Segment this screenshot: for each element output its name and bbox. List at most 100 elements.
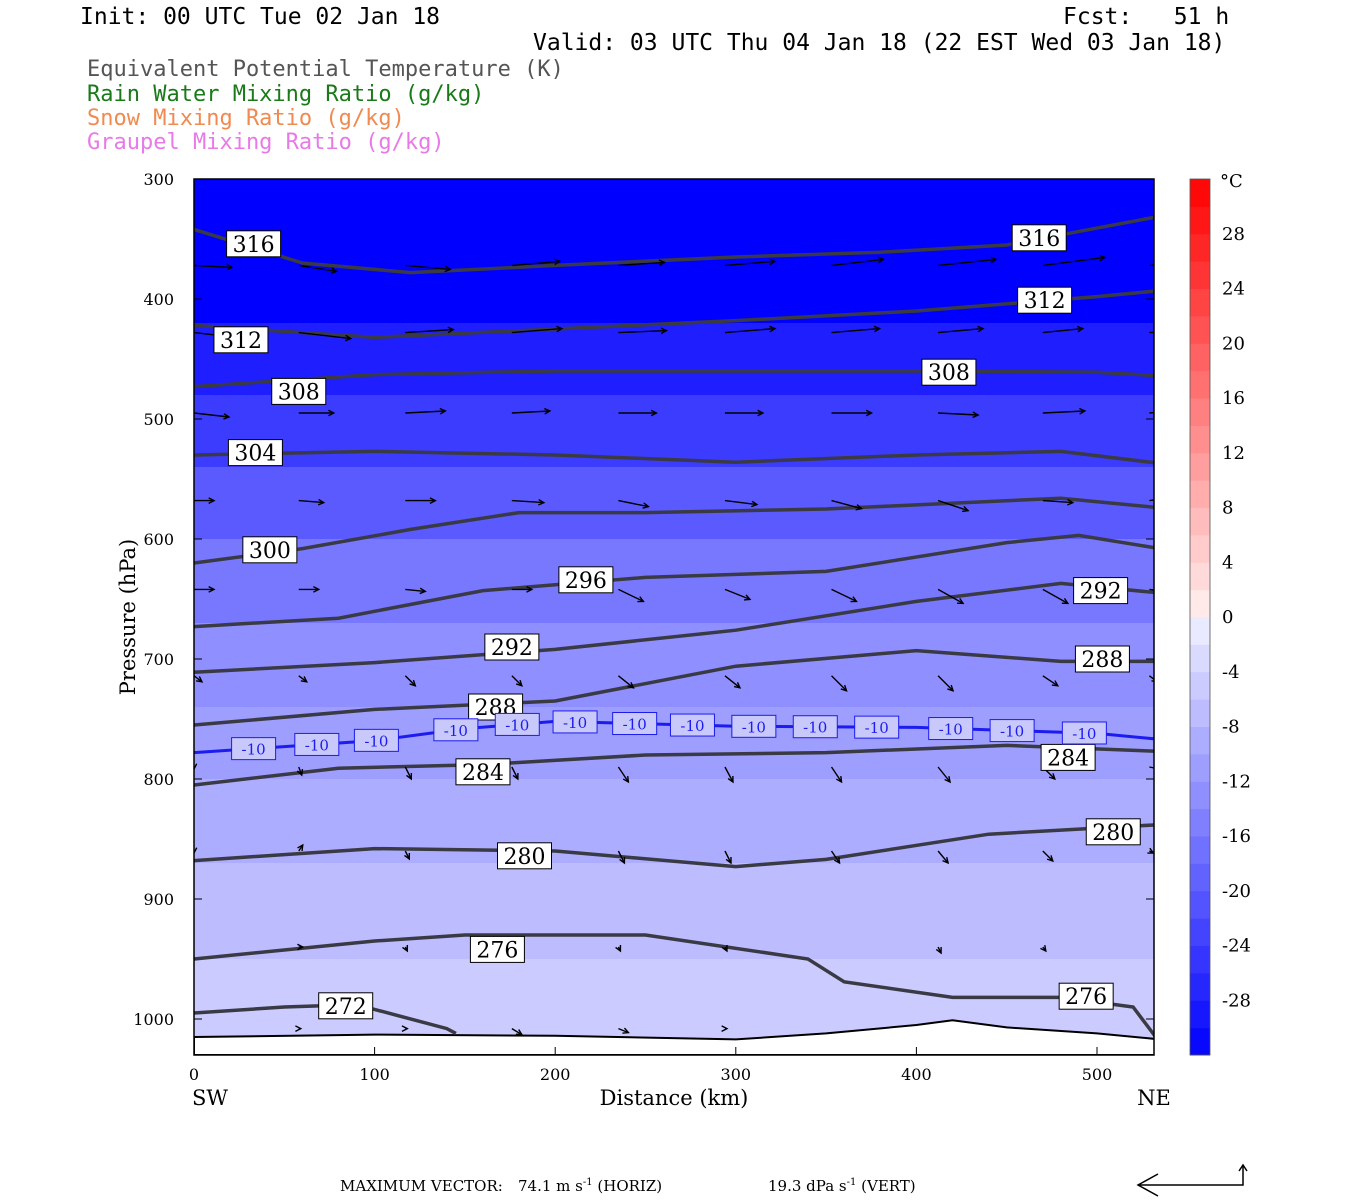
plot-area — [194, 179, 1154, 1055]
colorbar-segment — [1190, 343, 1210, 372]
terrain — [194, 1019, 1154, 1055]
wind-vector — [194, 412, 231, 420]
theta-e-contour-296 — [194, 533, 1154, 629]
wind-vector — [1042, 498, 1075, 506]
colorbar-segment — [1190, 1000, 1210, 1029]
theta-e-contour-292 — [194, 581, 1154, 674]
colorbar-frame — [1189, 178, 1211, 1056]
wind-vector — [935, 946, 942, 955]
colorbar-segment — [1190, 617, 1210, 645]
contour-label-276: 276 — [476, 938, 518, 963]
wind-vector — [724, 588, 752, 601]
y-tick-label: 700 — [143, 650, 174, 669]
wind-vector — [401, 1025, 409, 1032]
valid-time: Valid: 03 UTC Thu 04 Jan 18 (22 EST Wed … — [533, 30, 1226, 56]
contour-label-284: 284 — [1047, 746, 1089, 771]
wind-vector — [1042, 675, 1060, 687]
isotherm-label: -10 — [1000, 723, 1024, 741]
wind-vector — [194, 497, 216, 504]
contour-label-272: 272 — [325, 995, 367, 1020]
x-tick-label: 400 — [901, 1065, 932, 1084]
wind-vector — [511, 258, 562, 267]
colorbar-segment — [1190, 261, 1210, 289]
vert-unit: (VERT) — [861, 1177, 916, 1195]
temperature-band — [194, 395, 1154, 468]
isotherm-label-box — [294, 732, 340, 756]
wind-vector — [937, 499, 970, 513]
colorbar-segment — [1190, 233, 1210, 262]
contour-label-292: 292 — [1080, 580, 1122, 605]
colorbar-label: -24 — [1222, 936, 1251, 957]
wind-vector — [937, 675, 955, 692]
reference-vector-icon — [1136, 1163, 1248, 1197]
colorbar-segment — [1190, 507, 1210, 536]
wind-vector — [511, 586, 534, 593]
wind-vector — [405, 326, 455, 334]
contour-label-280: 280 — [503, 845, 545, 870]
colorbar-label: -4 — [1222, 662, 1240, 683]
isotherm-label: -10 — [623, 716, 647, 734]
theta-e-contour-304 — [194, 449, 1154, 465]
wind-vector — [618, 588, 645, 603]
isotherm-label-box — [669, 713, 715, 737]
colorbar-segment — [1190, 972, 1210, 1001]
isotherm-label: -10 — [865, 719, 889, 737]
wind-vector — [297, 843, 304, 852]
wind-vector — [298, 331, 353, 342]
isotherm-label-box — [792, 715, 838, 739]
colorbar-label: -12 — [1222, 771, 1251, 792]
colorbar-label: 4 — [1222, 552, 1233, 573]
isotherm-label-box — [231, 737, 277, 761]
wind-vector — [831, 325, 882, 334]
wind-vector — [831, 256, 886, 267]
wind-vector — [724, 409, 765, 417]
vert-exponent: -1 — [846, 1177, 857, 1188]
contour-label-box — [318, 992, 374, 1020]
wind-vector — [298, 675, 308, 683]
wind-vector — [511, 675, 523, 687]
colorbar-segment — [1190, 179, 1210, 207]
legend-theta-e: Equivalent Potential Temperature (K) — [87, 57, 564, 82]
wind-vector — [617, 766, 630, 784]
contour-label-box — [242, 536, 298, 564]
wind-vector — [295, 1025, 303, 1032]
colorbar-label: -28 — [1222, 990, 1251, 1011]
contour-label-316: 316 — [1018, 227, 1060, 252]
isotherm-label: -10 — [803, 719, 827, 737]
y-tick-label: 900 — [143, 890, 174, 909]
colorbar-segment — [1190, 534, 1210, 563]
isotherm-label: -10 — [563, 714, 587, 732]
wind-vector — [1042, 325, 1085, 334]
colorbar-segment — [1190, 753, 1210, 782]
temperature-band — [194, 179, 1154, 324]
isotherm-label-box — [854, 715, 900, 739]
contour-label-284: 284 — [462, 761, 504, 786]
isotherm-label-box — [989, 719, 1035, 743]
contour-label-box — [227, 439, 283, 467]
wind-vector — [724, 850, 732, 865]
contour-label-308: 308 — [928, 361, 970, 386]
colorbar-segment — [1190, 452, 1210, 481]
wind-vector — [937, 850, 950, 865]
max-vector-label: MAXIMUM VECTOR: — [340, 1177, 503, 1195]
y-axis-label: Pressure (hPa) — [116, 539, 140, 695]
contour-label-box — [469, 935, 525, 963]
isotherm-label: -10 — [305, 736, 329, 754]
wind-vector — [938, 325, 985, 334]
x-tick-label: 500 — [1082, 1065, 1113, 1084]
wind-vector — [511, 325, 564, 334]
max-vector-horiz: 74.1 m s-1 (HORIZ) — [518, 1177, 662, 1195]
isotherm-label: -10 — [680, 717, 704, 735]
wind-vector — [830, 766, 843, 784]
colorbar-segment — [1190, 1027, 1210, 1056]
isotherm-label: -10 — [742, 718, 766, 736]
wind-vector — [724, 258, 777, 267]
contour-label-box — [496, 842, 552, 870]
horiz-exponent: -1 — [582, 1177, 593, 1188]
wind-vector — [937, 766, 952, 784]
wind-vector — [511, 1027, 524, 1036]
contour-label-box — [1085, 818, 1141, 846]
wind-vector — [831, 499, 864, 511]
wind-vector — [721, 944, 728, 953]
isotherm-label: -10 — [939, 721, 963, 739]
